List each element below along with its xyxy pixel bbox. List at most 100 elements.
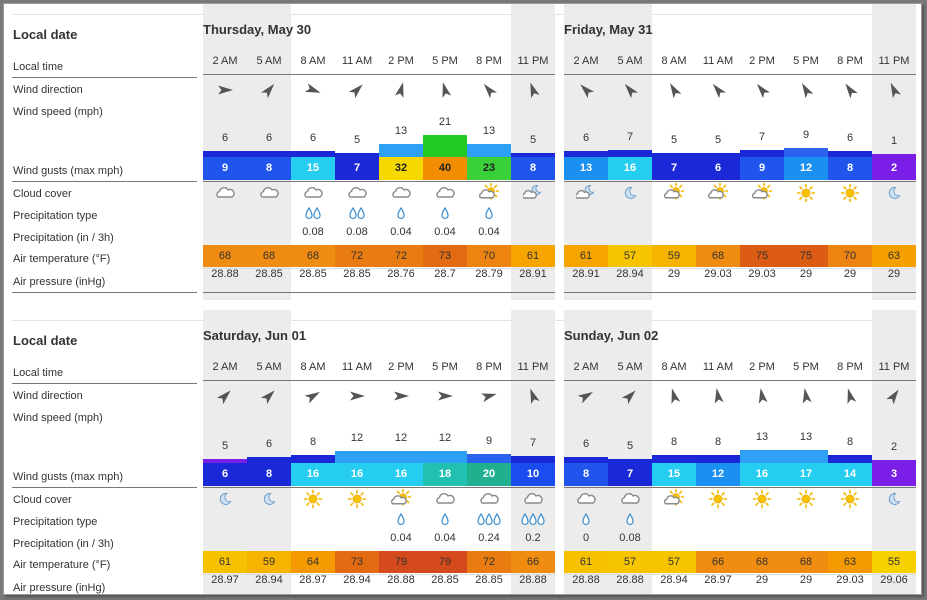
wind-direction-arrow-icon [664, 80, 684, 100]
divider [203, 487, 555, 488]
divider [12, 487, 197, 488]
wind-speed-value: 6 [582, 438, 590, 451]
wind-gust-cell: 17 [784, 463, 828, 486]
wind-speed-bar [564, 457, 608, 463]
hour-column: 8 PM 9 20 0.24 72 28.85 [467, 310, 511, 594]
wind-speed-value: 6 [582, 132, 590, 145]
precipitation-value: 0.08 [302, 226, 324, 238]
row-label-precip: Precipitation (in / 3h) [13, 538, 114, 550]
sun-icon [796, 489, 816, 509]
forecast-block: Local date Local time Wind direction Wind s… [4, 310, 921, 594]
divider [203, 181, 555, 182]
wind-speed-value: 8 [670, 436, 678, 449]
precipitation-value: 0.04 [434, 532, 456, 544]
row-label-text: Wind direction [13, 390, 83, 402]
divider [564, 292, 916, 293]
cloudy-icon [435, 489, 455, 509]
wind-gust-cell: 16 [379, 463, 423, 486]
wind-speed-value: 12 [350, 431, 364, 444]
wind-direction-arrow-icon [523, 386, 543, 406]
sun-cloud-icon [390, 488, 412, 509]
air-pressure-value: 29.06 [880, 574, 908, 586]
air-pressure-value: 28.94 [255, 574, 283, 586]
air-pressure-value: 29.03 [836, 574, 864, 586]
wind-speed-value: 6 [221, 132, 229, 145]
row-label-text: Precipitation type [13, 516, 98, 528]
divider [203, 574, 555, 575]
wind-gust-cell: 16 [335, 463, 379, 486]
row-label-local-date: Local date [13, 333, 78, 348]
moon-icon [884, 489, 904, 509]
cloudy-icon [303, 183, 323, 203]
wind-speed-bar [696, 455, 740, 463]
wind-speed-bar [828, 455, 872, 463]
hour-label: 8 AM [300, 361, 326, 373]
wind-speed-bar [696, 152, 740, 157]
hour-column: 2 AM 6 8 0 61 28.88 [564, 310, 608, 594]
row-label-unit: (inHg) [75, 582, 106, 594]
sun-icon [303, 489, 323, 509]
wind-direction-arrow-icon [303, 386, 323, 406]
wind-speed-bar [784, 449, 828, 463]
air-temperature-cell: 79 [379, 551, 423, 573]
wind-direction-arrow-icon [576, 80, 596, 100]
cloudy-icon [576, 489, 596, 509]
hour-label: 2 PM [749, 55, 775, 67]
air-pressure-value: 29 [799, 268, 813, 280]
air-pressure-value: 28.94 [660, 574, 688, 586]
wind-speed-bar [423, 134, 467, 157]
sun-icon [840, 489, 860, 509]
cloudy-icon [620, 489, 640, 509]
air-pressure-value: 28.88 [572, 574, 600, 586]
hour-column: 8 PM 13 23 0.04 70 28.79 [467, 4, 511, 300]
row-label-wind-speed: Wind speed (mph) [13, 412, 103, 424]
air-temperature-cell: 61 [564, 245, 608, 267]
day-title: Thursday, May 30 [203, 22, 312, 37]
air-pressure-value: 28.85 [255, 268, 283, 280]
air-pressure-value: 28.94 [343, 574, 371, 586]
day-title: Friday, May 31 [564, 22, 653, 37]
row-label-text: Wind speed [13, 106, 72, 118]
wind-speed-value: 13 [755, 430, 769, 443]
precipitation-value: 0.08 [346, 226, 368, 238]
hour-column: 5 AM 6 8 68 28.85 [247, 4, 291, 300]
row-label-cloud-cover: Cloud cover [13, 188, 72, 200]
rain-drop-icon [335, 206, 379, 222]
wind-speed-bar [335, 152, 379, 157]
hour-column: 2 PM 12 16 0.04 79 28.88 [379, 310, 423, 594]
wind-gust-cell: 7 [608, 463, 652, 486]
air-temperature-cell: 68 [740, 551, 784, 573]
hour-column: 8 PM 8 14 63 29.03 [828, 310, 872, 594]
wind-speed-bar [872, 154, 916, 157]
row-label-local-time: Local time [13, 61, 63, 73]
wind-speed-value: 8 [309, 436, 317, 449]
wind-gust-cell: 9 [203, 157, 247, 180]
hour-label: 11 AM [341, 361, 373, 373]
hour-label: 2 AM [212, 361, 238, 373]
row-label-wind-gusts: Wind gusts (max mph) [13, 165, 123, 177]
moon-icon [620, 183, 640, 203]
wind-direction-arrow-icon [435, 386, 455, 406]
wind-speed-value: 13 [799, 430, 813, 443]
air-temperature-cell: 66 [511, 551, 555, 573]
air-temperature-cell: 63 [828, 551, 872, 573]
air-temperature-cell: 75 [740, 245, 784, 267]
row-label-text: Air pressure [13, 582, 73, 594]
row-label-text: Air pressure [13, 276, 73, 288]
row-label-wind-direction: Wind direction [13, 390, 83, 402]
row-label-unit: (mph) [74, 106, 103, 118]
hour-label: 5 AM [256, 55, 282, 67]
forecast-panel: Local date Local time Wind direction Wind s… [3, 3, 922, 595]
divider [203, 380, 555, 381]
wind-speed-value: 8 [846, 436, 854, 449]
air-pressure-value: 28.88 [519, 574, 547, 586]
hour-column: 11 AM 5 7 0.08 72 28.85 [335, 4, 379, 300]
row-label-text: Local time [13, 61, 64, 73]
divider [564, 487, 916, 488]
air-temperature-cell: 68 [784, 551, 828, 573]
wind-direction-arrow-icon [347, 80, 367, 100]
wind-gust-cell: 15 [291, 157, 335, 180]
hour-label: 8 AM [661, 361, 687, 373]
wind-gust-cell: 16 [740, 463, 784, 486]
air-temperature-cell: 68 [696, 245, 740, 267]
